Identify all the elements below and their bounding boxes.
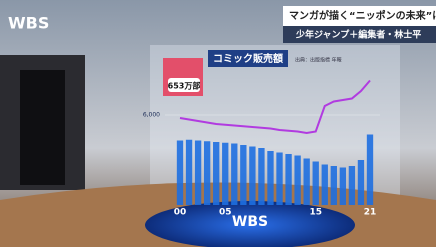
bar bbox=[358, 160, 364, 205]
y-tick-label: 6,000 bbox=[143, 112, 160, 119]
badge: 653万部 bbox=[168, 81, 201, 91]
x-tick-label: 00 bbox=[174, 208, 187, 218]
bar bbox=[331, 166, 337, 205]
bar bbox=[349, 166, 355, 205]
disc-logo: WBS bbox=[232, 214, 268, 230]
bar bbox=[367, 135, 373, 206]
x-tick-label: 21 bbox=[364, 208, 377, 218]
x-tick-label: 05 bbox=[219, 208, 232, 218]
bar bbox=[313, 162, 319, 206]
bar bbox=[213, 142, 219, 205]
bar bbox=[258, 148, 264, 205]
bar bbox=[186, 140, 192, 205]
headline: マンガが描く“ニッポンの未来”に bbox=[289, 9, 436, 22]
bar bbox=[240, 145, 246, 205]
bar bbox=[267, 151, 273, 205]
chart-title: コミック販売額 bbox=[213, 52, 283, 65]
bar bbox=[177, 141, 183, 206]
bar bbox=[285, 154, 291, 205]
scene: WBS WBS マンガが描く“ニッポンの未来”に 少年ジャンプ＋編集者・林士平 … bbox=[0, 0, 436, 247]
bar bbox=[304, 159, 310, 206]
bar bbox=[340, 168, 346, 206]
bar bbox=[231, 144, 237, 206]
bar bbox=[222, 143, 228, 205]
subheadline: 少年ジャンプ＋編集者・林士平 bbox=[295, 29, 421, 41]
bar bbox=[276, 153, 282, 206]
x-tick-label: 15 bbox=[309, 208, 322, 218]
bar bbox=[322, 165, 328, 206]
bar bbox=[249, 147, 255, 206]
bar bbox=[195, 141, 201, 206]
source: 出典：出版指標 年報 bbox=[295, 57, 342, 64]
person bbox=[20, 70, 65, 185]
bar bbox=[294, 156, 300, 206]
channel-logo: WBS bbox=[8, 14, 49, 33]
bar bbox=[204, 141, 210, 205]
